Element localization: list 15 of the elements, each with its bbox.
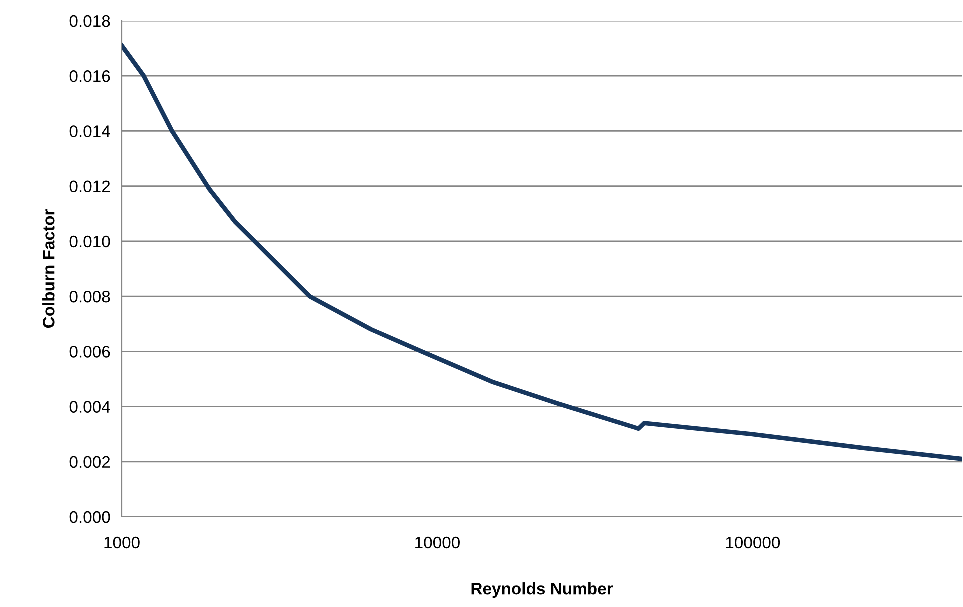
x-tick-label: 10000: [416, 536, 460, 549]
y-tick-label: 0.012: [70, 180, 110, 193]
x-tick-label: 100000: [726, 536, 780, 549]
y-tick-label: 0.010: [70, 236, 110, 248]
y-tick-label: 0.008: [70, 290, 110, 303]
y-tick-label: 0.002: [70, 456, 110, 468]
x-tick-label: 1000: [104, 536, 140, 549]
y-tick-label: 0.006: [70, 346, 110, 358]
y-tick-label: 0.014: [70, 126, 110, 138]
y-tick-label: 0.016: [70, 70, 110, 82]
y-tick-label: 0.018: [70, 15, 110, 28]
y-tick-label: 0.000: [70, 511, 110, 524]
y-tick-label: 0.004: [70, 401, 110, 413]
x-axis-title: Reynolds Number: [472, 582, 614, 598]
y-axis-title: Colburn Factor: [42, 210, 55, 328]
